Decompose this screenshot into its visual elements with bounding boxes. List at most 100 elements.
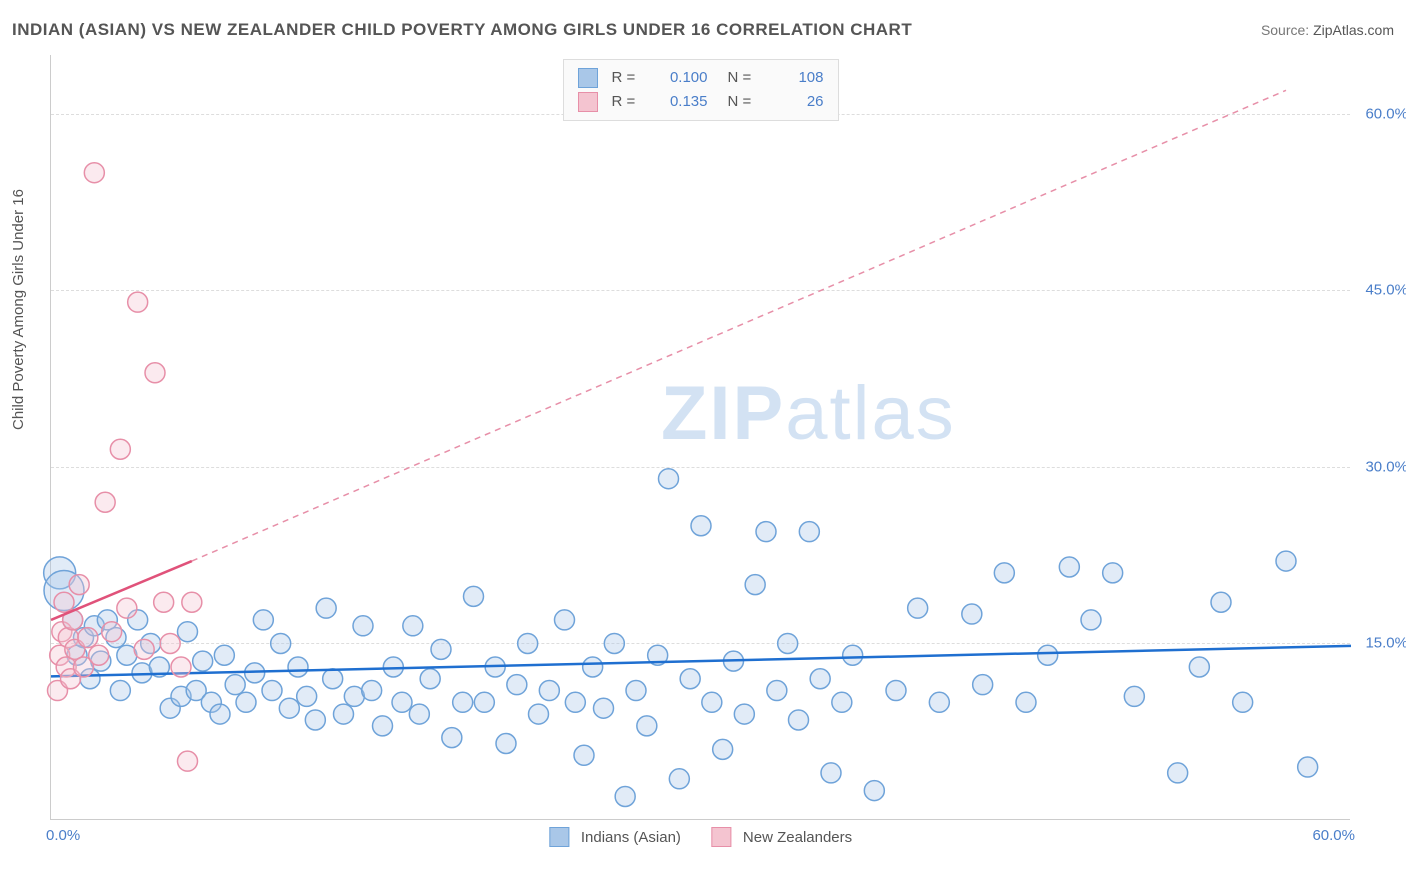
data-point (1189, 657, 1209, 677)
x-tick-max: 60.0% (1312, 827, 1355, 844)
legend-item: Indians (Asian) (549, 827, 681, 847)
data-point (1168, 763, 1188, 783)
data-point (474, 692, 494, 712)
data-point (362, 681, 382, 701)
data-point (210, 704, 230, 724)
data-point (929, 692, 949, 712)
stat-n-value: 108 (770, 66, 824, 90)
data-point (117, 598, 137, 618)
data-point (565, 692, 585, 712)
data-point (496, 734, 516, 754)
data-point (154, 592, 174, 612)
data-point (89, 645, 109, 665)
x-tick-min: 0.0% (46, 827, 80, 844)
data-point (680, 669, 700, 689)
data-point (453, 692, 473, 712)
data-point (1038, 645, 1058, 665)
data-point (69, 575, 89, 595)
legend-swatch (711, 827, 731, 847)
data-point (110, 681, 130, 701)
data-point (529, 704, 549, 724)
data-point (84, 163, 104, 183)
data-point (604, 633, 624, 653)
chart-svg (51, 55, 1350, 819)
data-point (1103, 563, 1123, 583)
trend-line (51, 646, 1351, 677)
data-point (334, 704, 354, 724)
data-point (810, 669, 830, 689)
plot-area: ZIPatlas 15.0%30.0%45.0%60.0% 0.0% 60.0%… (50, 55, 1350, 820)
data-point (373, 716, 393, 736)
data-point (288, 657, 308, 677)
data-point (778, 633, 798, 653)
stat-n-label: N = (728, 66, 760, 90)
data-point (323, 669, 343, 689)
data-point (420, 669, 440, 689)
data-point (128, 292, 148, 312)
data-point (626, 681, 646, 701)
data-point (271, 633, 291, 653)
stat-r-label: R = (612, 90, 644, 114)
data-point (160, 633, 180, 653)
stats-box: R = 0.100 N = 108R =0.135N =26 (563, 59, 839, 121)
data-point (54, 592, 74, 612)
data-point (789, 710, 809, 730)
data-point (297, 686, 317, 706)
stats-row: R =0.135N =26 (578, 90, 824, 114)
legend-label: Indians (Asian) (581, 829, 681, 846)
legend-item: New Zealanders (711, 827, 852, 847)
data-point (145, 363, 165, 383)
y-tick-label: 60.0% (1365, 105, 1406, 122)
data-point (555, 610, 575, 630)
data-point (864, 781, 884, 801)
data-point (767, 681, 787, 701)
data-point (1276, 551, 1296, 571)
y-axis-label: Child Poverty Among Girls Under 16 (10, 189, 27, 430)
data-point (1124, 686, 1144, 706)
data-point (1211, 592, 1231, 612)
data-point (832, 692, 852, 712)
stat-n-value: 26 (770, 90, 824, 114)
data-point (409, 704, 429, 724)
data-point (1081, 610, 1101, 630)
data-point (615, 786, 635, 806)
data-point (262, 681, 282, 701)
legend: Indians (Asian) New Zealanders (549, 827, 852, 847)
data-point (962, 604, 982, 624)
data-point (102, 622, 122, 642)
data-point (507, 675, 527, 695)
data-point (78, 628, 98, 648)
data-point (431, 639, 451, 659)
data-point (1233, 692, 1253, 712)
source-link[interactable]: ZipAtlas.com (1313, 22, 1394, 38)
data-point (171, 657, 191, 677)
data-point (193, 651, 213, 671)
data-point (691, 516, 711, 536)
data-point (886, 681, 906, 701)
series-swatch (578, 92, 598, 112)
chart-header: INDIAN (ASIAN) VS NEW ZEALANDER CHILD PO… (12, 20, 1394, 40)
data-point (225, 675, 245, 695)
y-tick-label: 30.0% (1365, 458, 1406, 475)
stat-r-label: R = (612, 66, 644, 90)
data-point (518, 633, 538, 653)
chart-title: INDIAN (ASIAN) VS NEW ZEALANDER CHILD PO… (12, 20, 912, 40)
data-point (583, 657, 603, 677)
stats-row: R = 0.100 N = 108 (578, 66, 824, 90)
data-point (713, 739, 733, 759)
data-point (734, 704, 754, 724)
stat-r-value: 0.100 (654, 66, 708, 90)
data-point (821, 763, 841, 783)
data-point (1298, 757, 1318, 777)
data-point (669, 769, 689, 789)
data-point (253, 610, 273, 630)
data-point (843, 645, 863, 665)
data-point (799, 522, 819, 542)
source-label: Source: ZipAtlas.com (1261, 22, 1394, 38)
data-point (702, 692, 722, 712)
trend-line-dashed (192, 90, 1286, 561)
data-point (182, 592, 202, 612)
legend-swatch (549, 827, 569, 847)
data-point (403, 616, 423, 636)
data-point (236, 692, 256, 712)
